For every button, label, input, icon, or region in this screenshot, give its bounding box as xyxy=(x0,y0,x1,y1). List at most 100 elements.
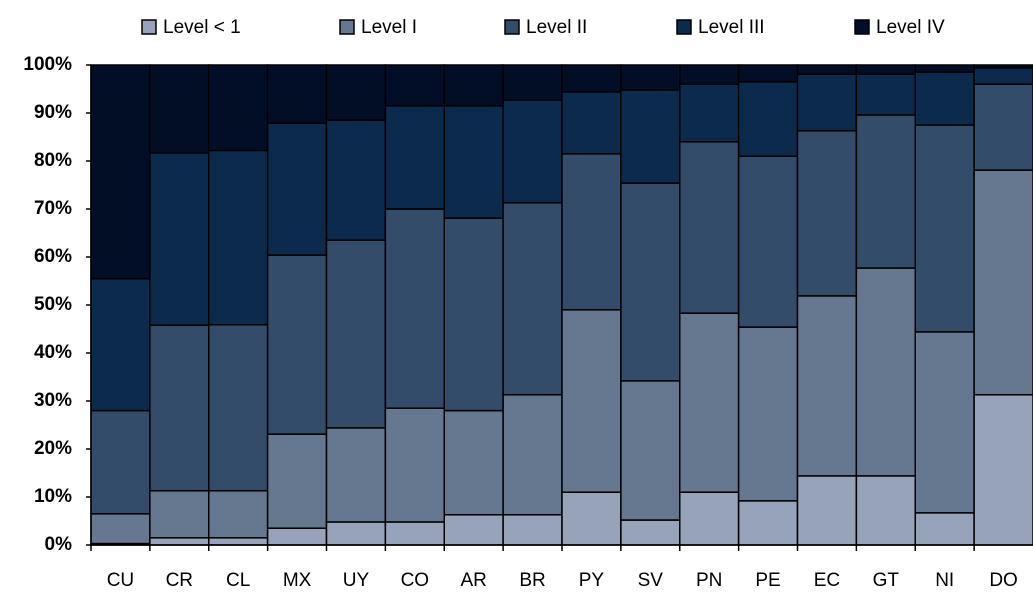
bar-segment xyxy=(796,73,858,132)
bar-segment xyxy=(90,277,151,412)
legend-label: Level II xyxy=(526,17,587,38)
bar-segment xyxy=(208,64,269,152)
bar-segment xyxy=(855,73,916,116)
bar-segment xyxy=(796,130,858,297)
bar-segment xyxy=(149,324,210,492)
bar-segment xyxy=(149,64,210,154)
bar-segment xyxy=(502,64,563,101)
legend-label: Level I xyxy=(361,17,417,38)
x-tick-label: PE xyxy=(755,570,780,591)
x-tick-label: CO xyxy=(401,570,430,591)
y-tick-label: 30% xyxy=(34,390,72,411)
bar-segment xyxy=(384,64,445,107)
legend-label: Level < 1 xyxy=(163,17,241,38)
legend-swatch xyxy=(504,19,520,35)
bar-segment xyxy=(149,537,210,546)
y-tick-label: 70% xyxy=(34,198,72,219)
bar-segment xyxy=(973,169,1033,396)
bar-segment xyxy=(502,394,563,516)
bar-segment xyxy=(737,81,799,157)
x-tick-label: NI xyxy=(935,570,954,591)
x-tick-label: EC xyxy=(814,570,840,591)
x-tick-label: CU xyxy=(107,570,134,591)
bar-segment xyxy=(90,409,151,515)
bar-segment xyxy=(796,475,858,546)
y-tick-label: 40% xyxy=(34,342,72,363)
x-tick-label: SV xyxy=(638,570,664,591)
y-tick-label: 50% xyxy=(34,294,72,315)
bar-segment xyxy=(620,64,681,91)
bar-segment xyxy=(855,64,916,75)
bar-segment xyxy=(855,114,916,269)
bar-segment xyxy=(266,527,328,546)
bar-segment xyxy=(796,64,858,75)
bar-segment xyxy=(266,254,328,435)
x-tick-label: MX xyxy=(283,570,312,591)
bar-segment xyxy=(208,323,269,492)
bar-segment xyxy=(737,500,799,546)
bar-segment xyxy=(266,64,328,124)
y-tick-label: 100% xyxy=(23,54,72,75)
bar-segment xyxy=(620,519,681,546)
y-tick-label: 0% xyxy=(45,534,73,555)
bar-segment xyxy=(443,105,504,219)
legend-label: Level III xyxy=(698,17,765,38)
bar-segment xyxy=(914,331,975,514)
bar-segment xyxy=(149,152,210,326)
y-tick-label: 10% xyxy=(34,486,72,507)
x-tick-label: CR xyxy=(166,570,193,591)
bar-segment xyxy=(855,267,916,477)
bar-segment xyxy=(914,124,975,333)
bar-segment xyxy=(561,309,622,493)
bar-segment xyxy=(149,490,210,539)
x-tick-label: CL xyxy=(226,570,250,591)
bar-segment xyxy=(679,312,740,493)
bar-segment xyxy=(384,407,445,523)
bar-segment xyxy=(502,202,563,396)
bar-segment xyxy=(855,475,916,546)
bar-segment xyxy=(325,427,387,523)
bar-segment xyxy=(679,83,740,143)
bar-segment xyxy=(973,67,1033,85)
bar-segment xyxy=(208,537,269,546)
bar-segment xyxy=(443,409,504,516)
legend-swatch xyxy=(141,19,157,35)
y-tick-label: 90% xyxy=(34,102,72,123)
bar-segment xyxy=(914,64,975,73)
y-tick-label: 60% xyxy=(34,246,72,267)
bar-segment xyxy=(384,521,445,546)
bar-segment xyxy=(561,64,622,93)
bar-segment xyxy=(973,83,1033,171)
y-tick-label: 20% xyxy=(34,438,72,459)
bar-segment xyxy=(266,433,328,529)
bar-segment xyxy=(796,295,858,477)
bar-segment xyxy=(620,182,681,382)
legend-swatch xyxy=(339,19,355,35)
bar-segment xyxy=(443,514,504,546)
legend-label: Level IV xyxy=(876,17,945,38)
bar-segment xyxy=(620,89,681,184)
bar-segment xyxy=(443,64,504,107)
bar-segment xyxy=(208,149,269,326)
bar-segment xyxy=(679,141,740,314)
bar-segment xyxy=(914,71,975,126)
x-tick-label: PN xyxy=(696,570,722,591)
bar-segment xyxy=(90,64,151,280)
x-tick-label: GT xyxy=(873,570,900,591)
bar-segment xyxy=(325,239,387,429)
bar-segment xyxy=(325,521,387,546)
bar-segment xyxy=(737,155,799,328)
bar-segment xyxy=(502,99,563,204)
bar-segment xyxy=(561,91,622,155)
bar-segment xyxy=(325,64,387,121)
bar-segment xyxy=(384,105,445,210)
bar-segment xyxy=(737,326,799,502)
bar-segment xyxy=(384,208,445,409)
legend-swatch xyxy=(854,19,870,35)
bar-segment xyxy=(325,119,387,241)
bar-segment xyxy=(90,513,151,545)
bar-segment xyxy=(266,122,328,256)
x-tick-label: PY xyxy=(579,570,605,591)
bar-segment xyxy=(443,217,504,412)
